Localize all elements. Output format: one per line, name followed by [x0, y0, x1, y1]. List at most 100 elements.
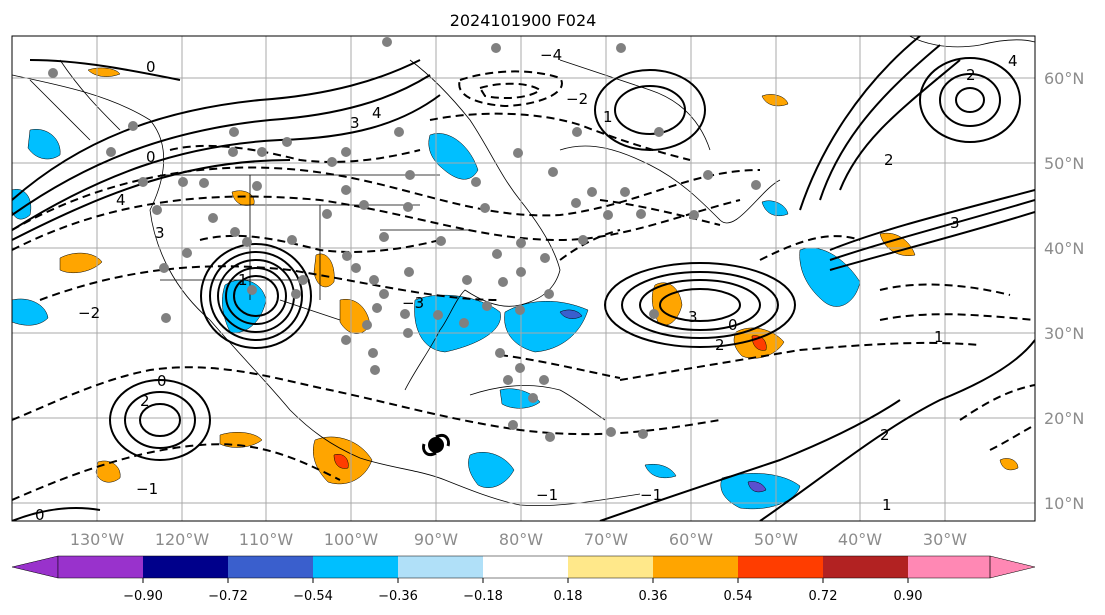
- colorbar-tick-label: 0.36: [639, 589, 668, 604]
- longitude-labels: 130°W 120°W 110°W 100°W 90°W 80°W 70°W 6…: [70, 530, 967, 549]
- lat-label: 30°N: [1044, 324, 1084, 343]
- colorbar-tick-label: 0.90: [894, 589, 923, 604]
- contour-label: 0: [157, 372, 167, 390]
- contour-label: 2: [880, 426, 890, 444]
- fill-darkblue: [559, 309, 583, 319]
- contour-label: −1: [136, 480, 158, 498]
- contour-label: 3: [155, 224, 165, 242]
- fill-blue: [27, 129, 61, 160]
- contour-label: −3: [402, 294, 424, 312]
- contour-label: 2: [966, 66, 976, 84]
- fill-purple: [747, 481, 767, 493]
- colorbar-segment: [313, 556, 398, 578]
- coastlines: [12, 36, 1035, 507]
- contour-label: 4: [116, 191, 126, 209]
- contour-labels: 0 0 0 0 0 1 1 1 1 2 2 2 2 2 3 3 3 3 4 4 …: [35, 46, 1018, 524]
- fill-blue: [468, 452, 515, 488]
- positive-contours: [12, 36, 1035, 521]
- plot-title: 2024101900 F024: [450, 11, 597, 30]
- fill-orange: [879, 232, 916, 256]
- colorbar-tick-label: −0.36: [378, 589, 418, 604]
- lat-label: 60°N: [1044, 69, 1084, 88]
- fill-blue: [499, 388, 541, 409]
- lon-label: 80°W: [499, 530, 543, 549]
- latitude-labels: 60°N 50°N 40°N 30°N 20°N 10°N: [1044, 69, 1084, 513]
- lat-label: 40°N: [1044, 239, 1084, 258]
- contour-label: 2: [884, 151, 894, 169]
- colorbar-tick-label: −0.90: [123, 589, 163, 604]
- fill-blue: [799, 247, 861, 307]
- lon-label: 120°W: [155, 530, 210, 549]
- contour-label: 1: [882, 496, 892, 514]
- contour-label: 0: [35, 506, 45, 524]
- contour-label: 4: [1008, 52, 1018, 70]
- gridlines: [12, 36, 1035, 521]
- contour-label: −1: [536, 486, 558, 504]
- fill-orange: [59, 252, 103, 273]
- lon-label: 40°W: [838, 530, 882, 549]
- colorbar-segment: [398, 556, 483, 578]
- colorbar-segment: [653, 556, 738, 578]
- contour-label: 3: [688, 308, 698, 326]
- fill-blue: [12, 298, 49, 326]
- lat-label: 20°N: [1044, 409, 1084, 428]
- fill-orange: [231, 190, 255, 206]
- contour-label: −1: [640, 486, 662, 504]
- negative-contours: [12, 70, 1035, 501]
- colorbar-segment: [143, 556, 228, 578]
- contour-label: 1: [603, 108, 613, 126]
- colorbar-segment: [483, 556, 568, 578]
- colorbar-tick-label: 0.18: [554, 589, 583, 604]
- contour-label: 2: [715, 336, 725, 354]
- fill-orange: [313, 253, 335, 288]
- colorbar-tick-label: 0.72: [809, 589, 838, 604]
- fill-red: [333, 454, 349, 469]
- lon-label: 130°W: [70, 530, 125, 549]
- fill-blue: [428, 133, 479, 180]
- fill-orange: [999, 458, 1019, 471]
- map-panel: 0 0 0 0 0 1 1 1 1 2 2 2 2 2 3 3 3 3 4 4 …: [12, 36, 1035, 524]
- colorbar-segment: [58, 556, 143, 578]
- colorbar-frame: [57, 555, 991, 579]
- contour-label: 2: [140, 392, 150, 410]
- colorbar-segment: [568, 556, 653, 578]
- fill-orange: [95, 460, 121, 483]
- colorbar-tick-label: −0.72: [208, 589, 248, 604]
- contour-label: 0: [728, 316, 738, 334]
- lon-label: 100°W: [324, 530, 379, 549]
- contour-label: 0: [146, 58, 156, 76]
- colorbar-extend-high: [989, 555, 1036, 579]
- contour-label: 3: [950, 214, 960, 232]
- fill-blue: [644, 464, 677, 479]
- contour-label: 1: [934, 328, 944, 346]
- lon-label: 30°W: [923, 530, 967, 549]
- contour-label: 1: [238, 271, 248, 289]
- contour-label: −4: [540, 46, 562, 64]
- colorbar-segment: [228, 556, 313, 578]
- colorbar: −0.90 −0.72 −0.54 −0.36 −0.18 0.18 0.36 …: [11, 555, 1036, 604]
- colorbar-segment: [908, 556, 990, 578]
- map-frame: [11, 35, 1036, 522]
- colorbar-extend-low: [11, 555, 59, 579]
- colorbar-segment: [823, 556, 908, 578]
- colorbar-tick-label: −0.54: [293, 589, 333, 604]
- colorbar-tick-label: −0.18: [463, 589, 503, 604]
- observation-dots: [48, 37, 761, 442]
- lon-label: 50°W: [754, 530, 798, 549]
- colorbar-tick-label: 0.54: [724, 589, 753, 604]
- contour-label: 3: [350, 114, 360, 132]
- lon-label: 110°W: [239, 530, 294, 549]
- lon-label: 90°W: [414, 530, 458, 549]
- fill-blue: [761, 200, 789, 217]
- fill-orange: [87, 67, 121, 77]
- lat-label: 10°N: [1044, 494, 1084, 513]
- colorbar-segment: [738, 556, 823, 578]
- lon-label: 60°W: [669, 530, 713, 549]
- contour-label: 4: [372, 104, 382, 122]
- lat-label: 50°N: [1044, 154, 1084, 173]
- fill-orange: [761, 94, 789, 107]
- contour-label: −2: [78, 304, 100, 322]
- contour-label: 0: [146, 148, 156, 166]
- contour-label: −2: [566, 90, 588, 108]
